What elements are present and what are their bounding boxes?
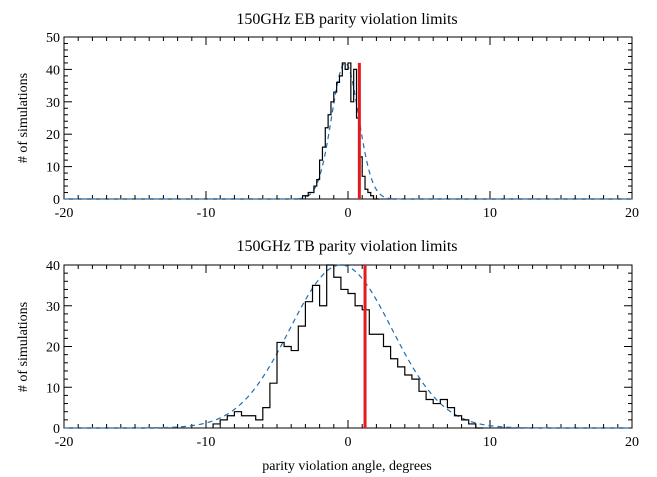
eb-y-tick-label: 50 — [46, 31, 60, 46]
tb-chart-title: 150GHz TB parity violation limits — [236, 238, 457, 255]
tb-histogram-line — [212, 264, 483, 429]
tb-x-tick-label: 20 — [625, 435, 639, 450]
eb-plot-area: -20 -10 0 10 20 0 10 20 30 40 50 — [46, 31, 639, 221]
eb-y-tick-label: 10 — [46, 161, 60, 176]
eb-x-tick-label: 10 — [483, 206, 497, 221]
eb-y-axis-label: # of simulations — [16, 73, 31, 163]
tb-y-tick-label: 30 — [46, 300, 60, 315]
tb-x-tick-label: -10 — [197, 435, 216, 450]
eb-y-tick-label: 20 — [46, 128, 60, 143]
eb-y-tick-label: 40 — [46, 63, 60, 78]
eb-histogram-line — [301, 62, 380, 200]
tb-panel: 150GHz TB parity violation limits # of s… — [16, 238, 639, 474]
eb-x-tick-label: -20 — [55, 206, 74, 221]
eb-gaussian-fit-line — [64, 62, 632, 200]
eb-y-tick-label: 0 — [53, 193, 60, 208]
tb-x-tick-label: 10 — [483, 435, 497, 450]
eb-axes-frame — [63, 36, 633, 200]
eb-panel: 150GHz EB parity violation limits # of s… — [16, 11, 639, 221]
tb-y-tick-label: 20 — [46, 341, 60, 356]
tb-y-axis-label: # of simulations — [16, 302, 31, 392]
tb-x-tick-label: 0 — [345, 435, 352, 450]
tb-plot-area: -20 -10 0 10 20 0 10 20 30 40 — [46, 259, 639, 450]
tb-y-tick-label: 10 — [46, 381, 60, 396]
tb-y-tick-label: 40 — [46, 259, 60, 274]
tb-x-axis-label: parity violation angle, degrees — [262, 459, 432, 474]
eb-x-tick-label: 0 — [345, 206, 352, 221]
eb-x-tick-label: -10 — [197, 206, 216, 221]
tb-gaussian-fit-line — [64, 264, 632, 429]
eb-x-tick-label: 20 — [625, 206, 639, 221]
eb-y-tick-label: 30 — [46, 96, 60, 111]
tb-y-tick-label: 0 — [53, 422, 60, 437]
tb-x-tick-label: -20 — [55, 435, 74, 450]
eb-chart-title: 150GHz EB parity violation limits — [236, 11, 457, 28]
